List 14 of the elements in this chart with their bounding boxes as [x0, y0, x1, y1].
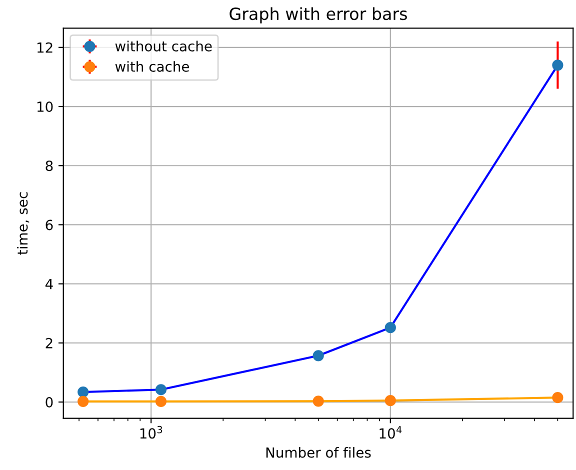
y-tick-label: 8: [46, 160, 53, 172]
y-axis-title: time, sec: [16, 192, 30, 255]
y-tick-label: 10: [37, 101, 53, 112]
legend-label: without cache: [115, 40, 212, 52]
y-tick-label: 2: [46, 338, 52, 348]
y-tick-label: 6: [46, 220, 53, 230]
y-tick-label: 0: [46, 397, 53, 408]
chart-title: Graph with error bars: [230, 7, 407, 24]
x-axis-title: Number of files: [266, 447, 371, 458]
x-tick-label: 10$^{3}$: [140, 426, 162, 439]
x-tick-label: 10$^{4}$: [380, 426, 402, 439]
y-tick-label: 12: [37, 42, 52, 53]
legend-label: with cache: [115, 61, 190, 72]
y-tick-label: 4: [45, 278, 53, 290]
